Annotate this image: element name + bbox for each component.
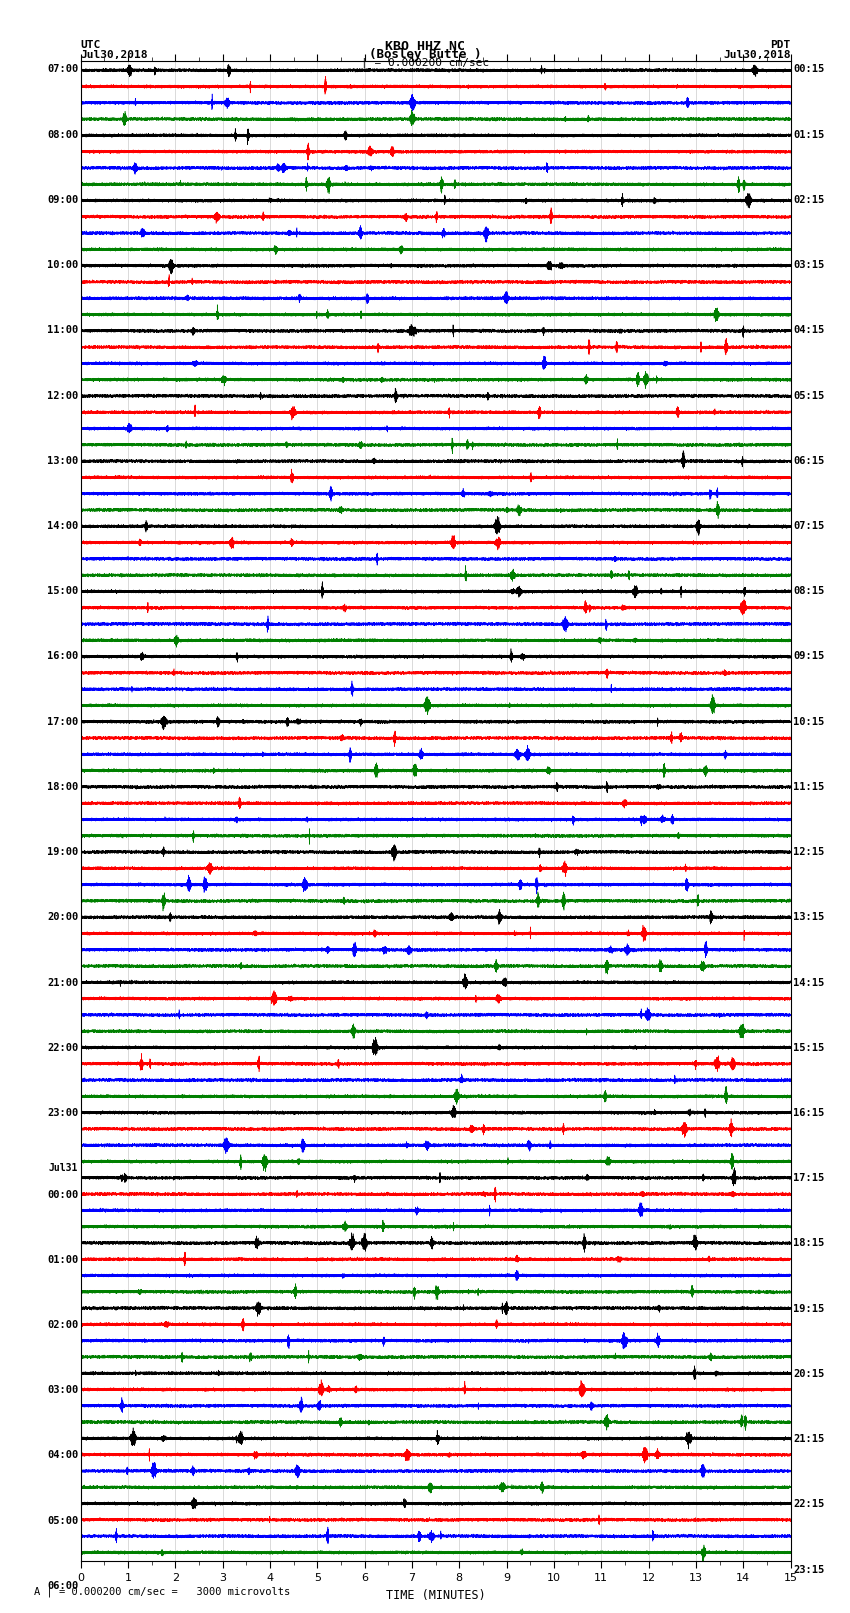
Text: 21:00: 21:00 <box>47 977 78 987</box>
Text: KBO HHZ NC: KBO HHZ NC <box>385 39 465 53</box>
Text: 07:00: 07:00 <box>47 65 78 74</box>
Text: 08:15: 08:15 <box>793 586 824 597</box>
Text: 00:15: 00:15 <box>793 65 824 74</box>
Text: UTC: UTC <box>81 40 101 50</box>
Text: 04:15: 04:15 <box>793 326 824 336</box>
Text: 12:00: 12:00 <box>47 390 78 400</box>
Text: 19:15: 19:15 <box>793 1303 824 1313</box>
Text: 13:15: 13:15 <box>793 913 824 923</box>
Text: PDT: PDT <box>770 40 790 50</box>
Text: 09:15: 09:15 <box>793 652 824 661</box>
Text: Jul31: Jul31 <box>48 1163 78 1173</box>
Text: 00:00: 00:00 <box>47 1189 78 1200</box>
Text: 18:00: 18:00 <box>47 782 78 792</box>
Text: 22:00: 22:00 <box>47 1042 78 1053</box>
Text: 14:15: 14:15 <box>793 977 824 987</box>
Text: 10:00: 10:00 <box>47 260 78 269</box>
Text: 15:00: 15:00 <box>47 586 78 597</box>
Text: 20:15: 20:15 <box>793 1369 824 1379</box>
Text: 03:00: 03:00 <box>47 1386 78 1395</box>
Text: 18:15: 18:15 <box>793 1239 824 1248</box>
Text: 08:00: 08:00 <box>47 129 78 140</box>
Text: A | = 0.000200 cm/sec =   3000 microvolts: A | = 0.000200 cm/sec = 3000 microvolts <box>34 1586 290 1597</box>
Text: 05:00: 05:00 <box>47 1516 78 1526</box>
Text: 13:00: 13:00 <box>47 456 78 466</box>
X-axis label: TIME (MINUTES): TIME (MINUTES) <box>386 1589 485 1602</box>
Text: 17:15: 17:15 <box>793 1173 824 1184</box>
Text: 11:15: 11:15 <box>793 782 824 792</box>
Text: 23:15: 23:15 <box>793 1565 824 1574</box>
Text: 06:15: 06:15 <box>793 456 824 466</box>
Text: | = 0.000200 cm/sec: | = 0.000200 cm/sec <box>361 58 489 68</box>
Text: 15:15: 15:15 <box>793 1042 824 1053</box>
Text: 21:15: 21:15 <box>793 1434 824 1444</box>
Text: 01:15: 01:15 <box>793 129 824 140</box>
Text: 04:00: 04:00 <box>47 1450 78 1460</box>
Text: 17:00: 17:00 <box>47 716 78 727</box>
Text: 19:00: 19:00 <box>47 847 78 857</box>
Text: 03:15: 03:15 <box>793 260 824 269</box>
Text: 10:15: 10:15 <box>793 716 824 727</box>
Text: 05:15: 05:15 <box>793 390 824 400</box>
Text: 07:15: 07:15 <box>793 521 824 531</box>
Text: 16:00: 16:00 <box>47 652 78 661</box>
Text: Jul30,2018: Jul30,2018 <box>81 50 148 60</box>
Text: 11:00: 11:00 <box>47 326 78 336</box>
Text: 09:00: 09:00 <box>47 195 78 205</box>
Text: Jul30,2018: Jul30,2018 <box>723 50 791 60</box>
Text: 02:00: 02:00 <box>47 1319 78 1331</box>
Text: 22:15: 22:15 <box>793 1500 824 1510</box>
Text: 16:15: 16:15 <box>793 1108 824 1118</box>
Text: 06:00: 06:00 <box>47 1581 78 1590</box>
Text: 14:00: 14:00 <box>47 521 78 531</box>
Text: 20:00: 20:00 <box>47 913 78 923</box>
Text: (Bosley Butte ): (Bosley Butte ) <box>369 48 481 61</box>
Text: 02:15: 02:15 <box>793 195 824 205</box>
Text: 23:00: 23:00 <box>47 1108 78 1118</box>
Text: 12:15: 12:15 <box>793 847 824 857</box>
Text: 01:00: 01:00 <box>47 1255 78 1265</box>
